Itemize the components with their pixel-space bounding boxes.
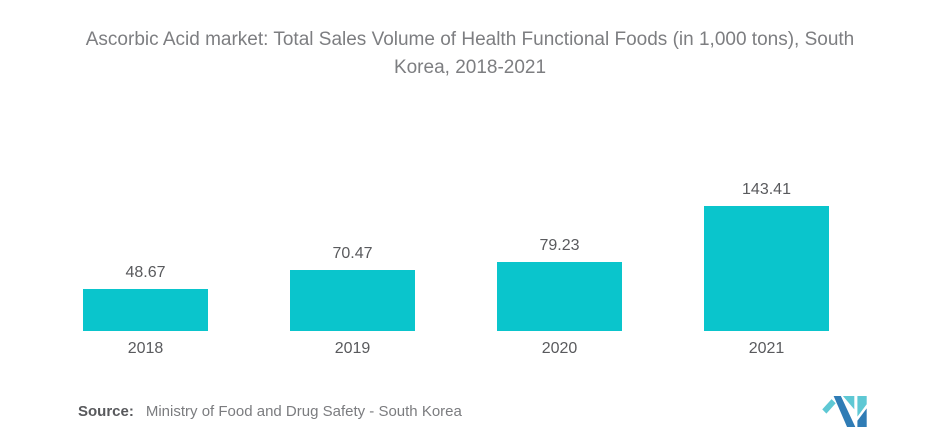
chart-title: Ascorbic Acid market: Total Sales Volume… [0, 26, 940, 82]
source-label: Source: [78, 403, 134, 420]
bar-stack: 79.23 [497, 161, 622, 331]
source-text: Ministry of Food and Drug Safety - South… [145, 403, 462, 420]
bar-stack: 143.41 [704, 161, 829, 331]
logo-blue-left-diagonal [833, 396, 856, 427]
bar-chart: 48.67 2018 70.47 2019 79.23 2020 143.41 … [42, 161, 870, 358]
bar-group-2020: 79.23 2020 [456, 161, 663, 358]
category-label: 2021 [748, 340, 785, 357]
category-label: 2018 [127, 340, 164, 357]
bar-2018 [83, 288, 208, 331]
bar-group-2018: 48.67 2018 [42, 161, 249, 358]
logo-teal-top-left-stroke [822, 399, 836, 414]
bar-group-2019: 70.47 2019 [249, 161, 456, 358]
logo-teal-right-top [857, 396, 867, 417]
bar-stack: 70.47 [290, 161, 415, 331]
source-note: Source: Ministry of Food and Drug Safety … [78, 403, 462, 420]
data-label: 48.67 [125, 263, 166, 281]
bar-2019 [290, 269, 415, 331]
chart-title-line-2: Korea, 2018-2021 [393, 57, 547, 78]
data-label: 70.47 [332, 244, 373, 262]
chart-title-line-1: Ascorbic Acid market: Total Sales Volume… [85, 29, 855, 50]
bar-stack: 48.67 [83, 161, 208, 331]
mordor-intelligence-logo [822, 396, 867, 427]
bar-2021 [704, 206, 829, 331]
category-label: 2020 [541, 340, 578, 357]
bar-2020 [497, 261, 622, 331]
logo-blue-right-bottom [857, 408, 867, 427]
data-label: 143.41 [742, 181, 791, 198]
bar-group-2021: 143.41 2021 [663, 161, 870, 358]
data-label: 79.23 [539, 236, 580, 254]
category-label: 2019 [334, 340, 371, 357]
